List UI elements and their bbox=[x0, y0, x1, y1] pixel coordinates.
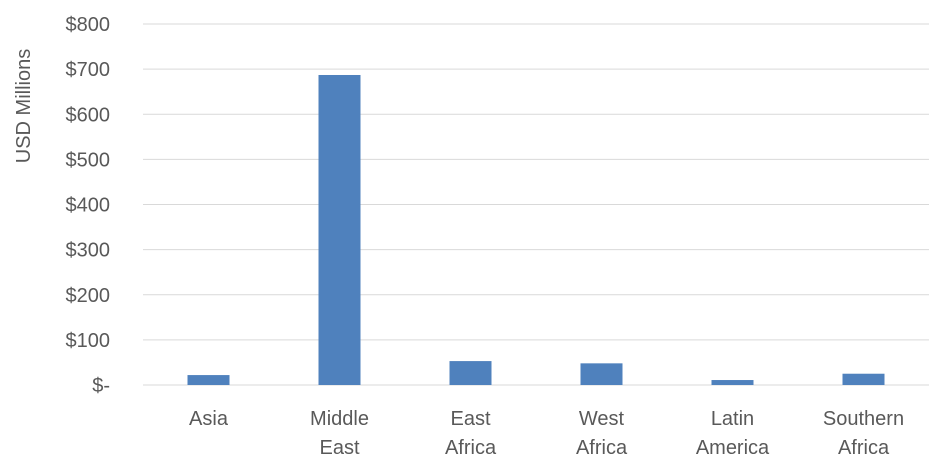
bar bbox=[842, 373, 885, 385]
x-tick-label: Asia bbox=[189, 408, 229, 430]
y-tick-label: $- bbox=[92, 375, 110, 397]
y-tick-label: $500 bbox=[66, 149, 111, 171]
y-tick-label: $800 bbox=[66, 14, 111, 36]
x-tick-label: East Africa bbox=[445, 408, 497, 459]
y-tick-label: $300 bbox=[66, 240, 111, 262]
bar bbox=[711, 380, 754, 385]
bar bbox=[318, 74, 361, 386]
y-axis-label: USD Millions bbox=[13, 49, 35, 163]
y-tick-label: $100 bbox=[66, 330, 111, 352]
x-tick-label: Latin America bbox=[696, 408, 770, 459]
bar bbox=[187, 375, 230, 385]
x-tick-label: West Africa bbox=[576, 408, 628, 459]
x-tick-labels: Asia Middle East East Africa West Africa Latin A… bbox=[189, 408, 904, 459]
bars bbox=[187, 74, 885, 386]
y-tick-labels: $- $100 $200 $300 $400 $500 $600 $700 $800 bbox=[66, 14, 111, 397]
y-tick-label: $400 bbox=[66, 195, 111, 217]
gridlines bbox=[143, 23, 929, 386]
y-tick-label: $600 bbox=[66, 104, 111, 126]
bar bbox=[580, 363, 623, 385]
bar bbox=[449, 361, 492, 385]
x-tick-label: Southern Africa bbox=[823, 408, 904, 459]
y-tick-label: $200 bbox=[66, 285, 111, 307]
y-tick-label: $700 bbox=[66, 59, 111, 81]
x-tick-label: Middle East bbox=[310, 408, 369, 459]
